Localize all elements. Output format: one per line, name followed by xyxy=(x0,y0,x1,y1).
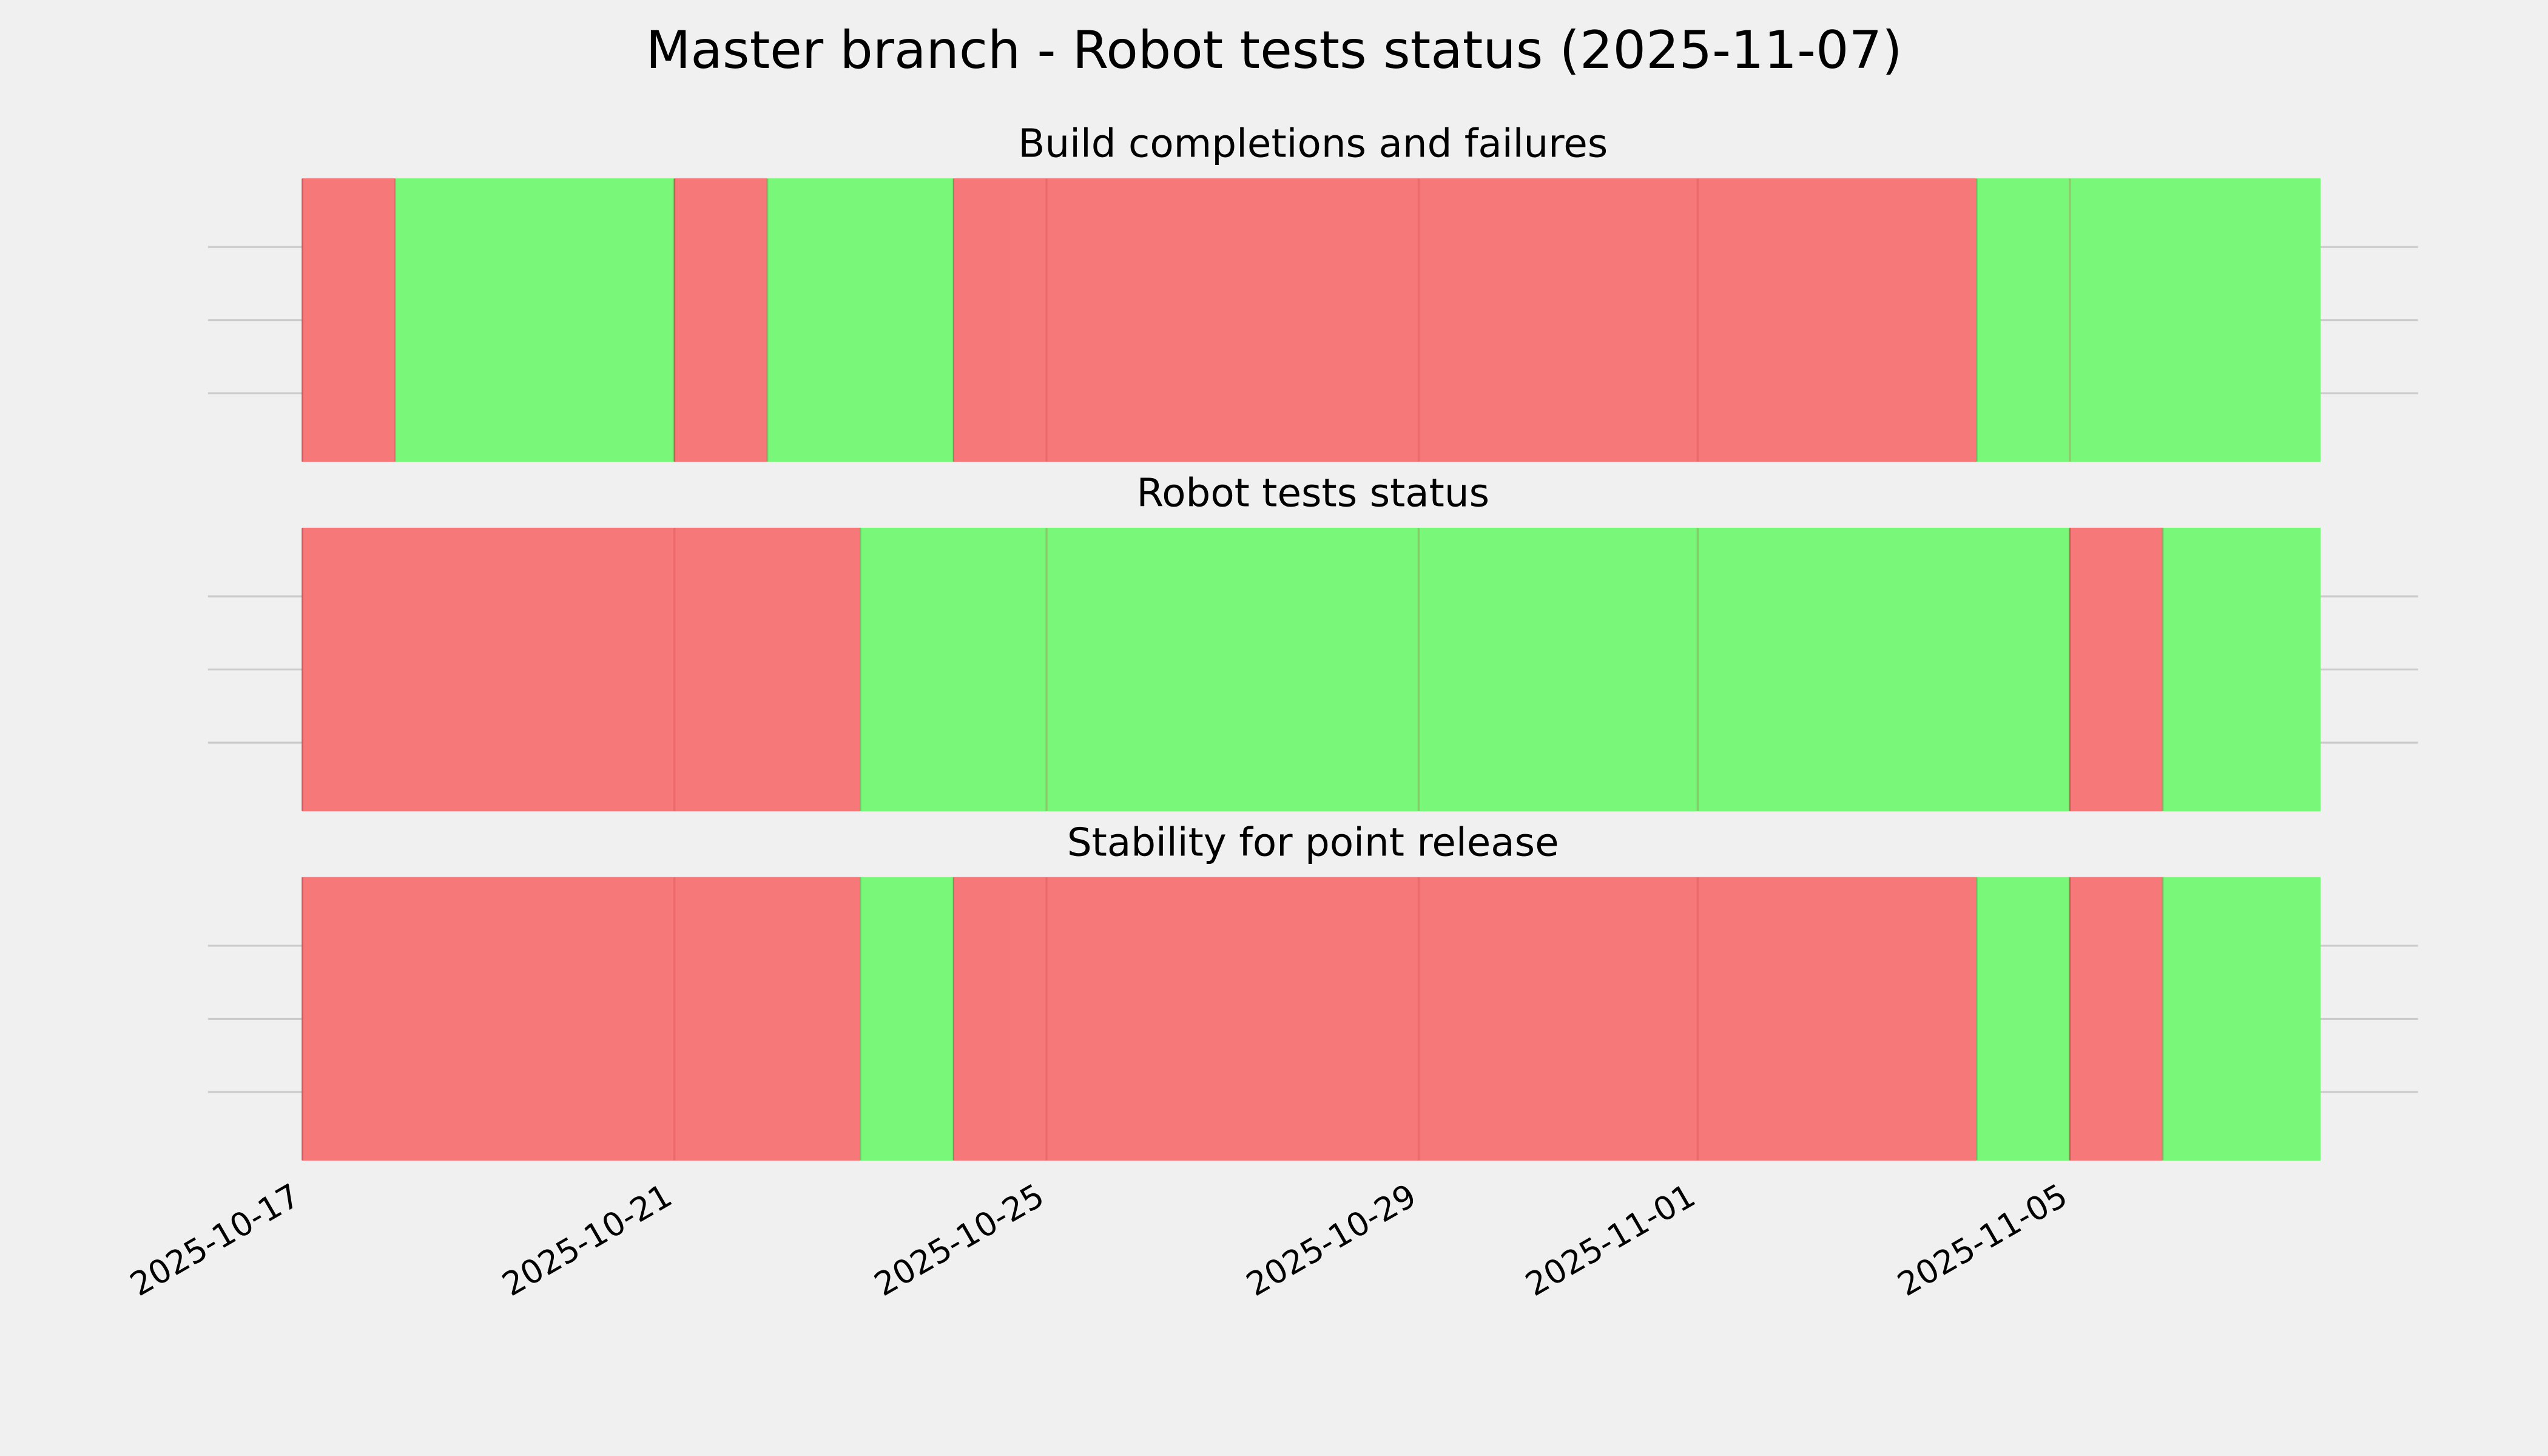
status-segment xyxy=(2162,877,2321,1161)
status-segment xyxy=(860,527,2071,812)
status-segment xyxy=(394,178,675,462)
status-segment xyxy=(2162,527,2321,812)
status-segment xyxy=(1976,877,2071,1161)
status-segment xyxy=(2069,527,2163,812)
status-segment xyxy=(2069,877,2163,1161)
status-segment xyxy=(767,178,954,462)
status-segment xyxy=(302,178,396,462)
status-segment xyxy=(302,527,861,812)
status-segment xyxy=(953,178,1978,462)
status-segment xyxy=(860,877,954,1161)
status-segment xyxy=(302,877,861,1161)
status-segment xyxy=(953,877,1978,1161)
chart-title: Master branch - Robot tests status (2025… xyxy=(645,20,1902,81)
status-segment xyxy=(1976,178,2321,462)
panel-title: Stability for point release xyxy=(1067,820,1559,865)
panel-title: Robot tests status xyxy=(1136,471,1489,516)
panel-title: Build completions and failures xyxy=(1018,121,1608,167)
status-segment xyxy=(674,178,768,462)
